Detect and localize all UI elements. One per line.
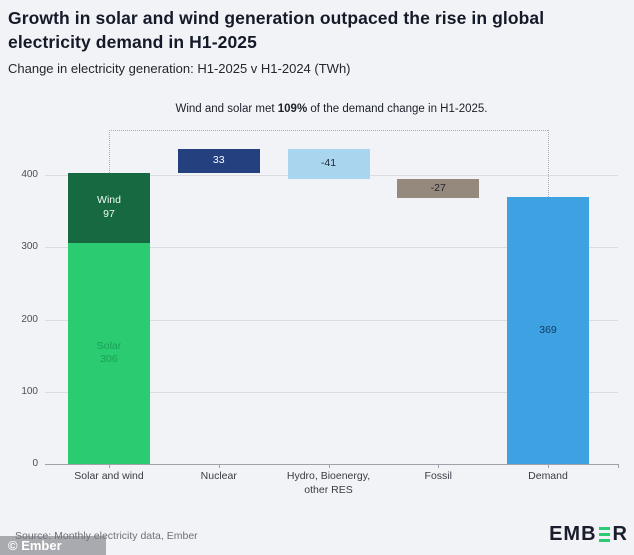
y-tick-label: 400 xyxy=(21,169,38,180)
ember-logo: EMB R xyxy=(549,523,628,546)
x-axis-end-tick xyxy=(618,464,619,468)
bracket-line-right xyxy=(548,130,549,198)
logo-text-r: R xyxy=(612,523,628,545)
bar-value-label: Solar 306 xyxy=(96,339,122,366)
annotation-text: Wind and solar met 109% of the demand ch… xyxy=(45,103,618,115)
x-axis-tick xyxy=(438,464,440,468)
bar-value-label: 369 xyxy=(539,323,557,336)
bar-wind: Wind 97 xyxy=(68,172,150,243)
bracket-line xyxy=(109,130,548,131)
logo-text-emb: EMB xyxy=(549,523,597,545)
bar-fossil: -27 xyxy=(397,178,480,199)
gridline xyxy=(45,391,618,393)
x-category-label: Nuclear xyxy=(200,470,237,482)
y-tick-label: 300 xyxy=(21,241,38,253)
x-category-label: Demand xyxy=(528,470,568,482)
gridline xyxy=(45,319,618,321)
x-axis-line xyxy=(45,464,618,465)
chart-title: Growth in solar and wind generation outp… xyxy=(8,8,545,53)
logo-e-icon xyxy=(599,526,611,543)
y-tick-label: 0 xyxy=(32,458,38,469)
bar-value-label: 33 xyxy=(212,154,225,167)
annotation-prefix: Wind and solar met xyxy=(175,103,278,115)
x-category-label: Solar and wind xyxy=(74,470,144,482)
x-axis-tick xyxy=(109,464,110,468)
x-axis-tick xyxy=(218,464,220,468)
bar-value-label: -41 xyxy=(320,156,337,169)
bar-value-label: -27 xyxy=(430,181,446,194)
bar-hydro-bioenergy-other-res: -41 xyxy=(287,148,370,179)
bar-nuclear: 33 xyxy=(177,148,260,173)
x-category-label: Fossil xyxy=(424,470,452,482)
bar-demand: 369 xyxy=(507,197,589,464)
bar-value-label: Wind 97 xyxy=(97,194,121,220)
x-category-label: Hydro, Bioenergy, other RES xyxy=(286,470,371,496)
chart-subtitle: Change in electricity generation: H1-202… xyxy=(8,61,351,76)
copyright-watermark: © Ember xyxy=(0,536,106,555)
annotation-highlight: 109% xyxy=(277,103,308,115)
y-tick-label: 200 xyxy=(21,313,38,325)
x-axis-tick xyxy=(548,464,549,468)
x-axis-tick xyxy=(328,464,330,468)
y-tick-label: 100 xyxy=(21,385,38,397)
annotation-suffix: of the demand change in H1-2025. xyxy=(307,103,488,115)
bar-solar: Solar 306 xyxy=(68,242,150,464)
gridline xyxy=(45,247,618,249)
bracket-line-left xyxy=(109,130,110,173)
